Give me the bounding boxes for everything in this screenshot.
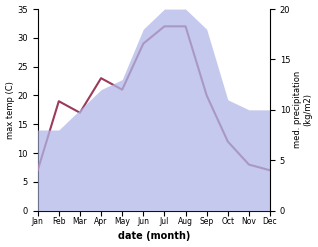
Y-axis label: max temp (C): max temp (C) [5,81,15,139]
X-axis label: date (month): date (month) [118,231,190,242]
Y-axis label: med. precipitation
(kg/m2): med. precipitation (kg/m2) [293,71,313,148]
